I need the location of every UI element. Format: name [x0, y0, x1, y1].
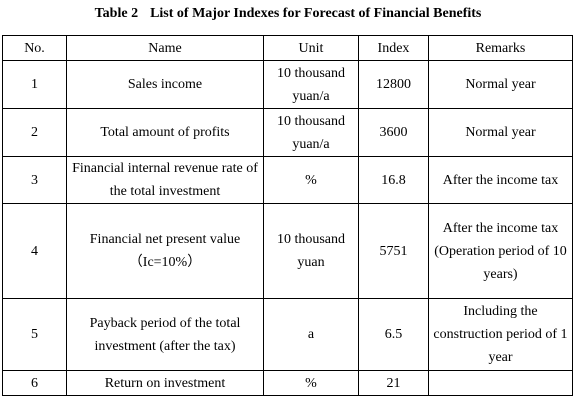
header-name: Name	[66, 35, 264, 61]
cell-remarks: Including the construction period of 1 y…	[428, 298, 573, 371]
cell-unit: 10 thousand yuan/a	[263, 60, 359, 109]
cell-name: Return on investment	[66, 370, 264, 396]
header-row: No. Name Unit Index Remarks	[2, 35, 573, 61]
cell-no: 6	[2, 370, 67, 396]
cell-index: 6.5	[358, 298, 429, 371]
cell-no: 3	[2, 156, 67, 204]
header-remarks: Remarks	[428, 35, 573, 61]
table-row: 2 Total amount of profits 10 thousand yu…	[2, 108, 573, 157]
cell-index: 5751	[358, 203, 429, 299]
cell-remarks: After the income tax	[428, 156, 573, 204]
cell-name: Payback period of the total investment (…	[66, 298, 264, 371]
cell-unit: 10 thousand yuan/a	[263, 108, 359, 157]
table-caption: Table 2 List of Major Indexes for Forecas…	[0, 5, 576, 23]
table-row: 6 Return on investment % 21	[2, 370, 573, 396]
table-row: 1 Sales income 10 thousand yuan/a 12800 …	[2, 60, 573, 109]
financial-indexes-table: No. Name Unit Index Remarks 1 Sales inco…	[2, 35, 573, 396]
cell-unit: 10 thousand yuan	[263, 203, 359, 299]
cell-no: 1	[2, 60, 67, 109]
table-row: 5 Payback period of the total investment…	[2, 298, 573, 371]
cell-no: 5	[2, 298, 67, 371]
table-row: 4 Financial net present value（Ic=10%） 10…	[2, 203, 573, 299]
header-index: Index	[358, 35, 429, 61]
cell-index: 16.8	[358, 156, 429, 204]
cell-unit: a	[263, 298, 359, 371]
cell-unit: %	[263, 370, 359, 396]
cell-no: 4	[2, 203, 67, 299]
cell-remarks: Normal year	[428, 60, 573, 109]
cell-name: Financial internal revenue rate of the t…	[66, 156, 264, 204]
table-row: 3 Financial internal revenue rate of the…	[2, 156, 573, 204]
header-unit: Unit	[263, 35, 359, 61]
cell-index: 21	[358, 370, 429, 396]
cell-remarks: Normal year	[428, 108, 573, 157]
cell-index: 12800	[358, 60, 429, 109]
cell-index: 3600	[358, 108, 429, 157]
cell-remarks: After the income tax (Operation period o…	[428, 203, 573, 299]
cell-name: Sales income	[66, 60, 264, 109]
header-no: No.	[2, 35, 67, 61]
cell-no: 2	[2, 108, 67, 157]
cell-unit: %	[263, 156, 359, 204]
cell-name: Financial net present value（Ic=10%）	[66, 203, 264, 299]
caption-title: List of Major Indexes for Forecast of Fi…	[150, 6, 482, 21]
caption-label: Table 2	[94, 6, 139, 21]
cell-remarks	[428, 370, 573, 396]
cell-name: Total amount of profits	[66, 108, 264, 157]
